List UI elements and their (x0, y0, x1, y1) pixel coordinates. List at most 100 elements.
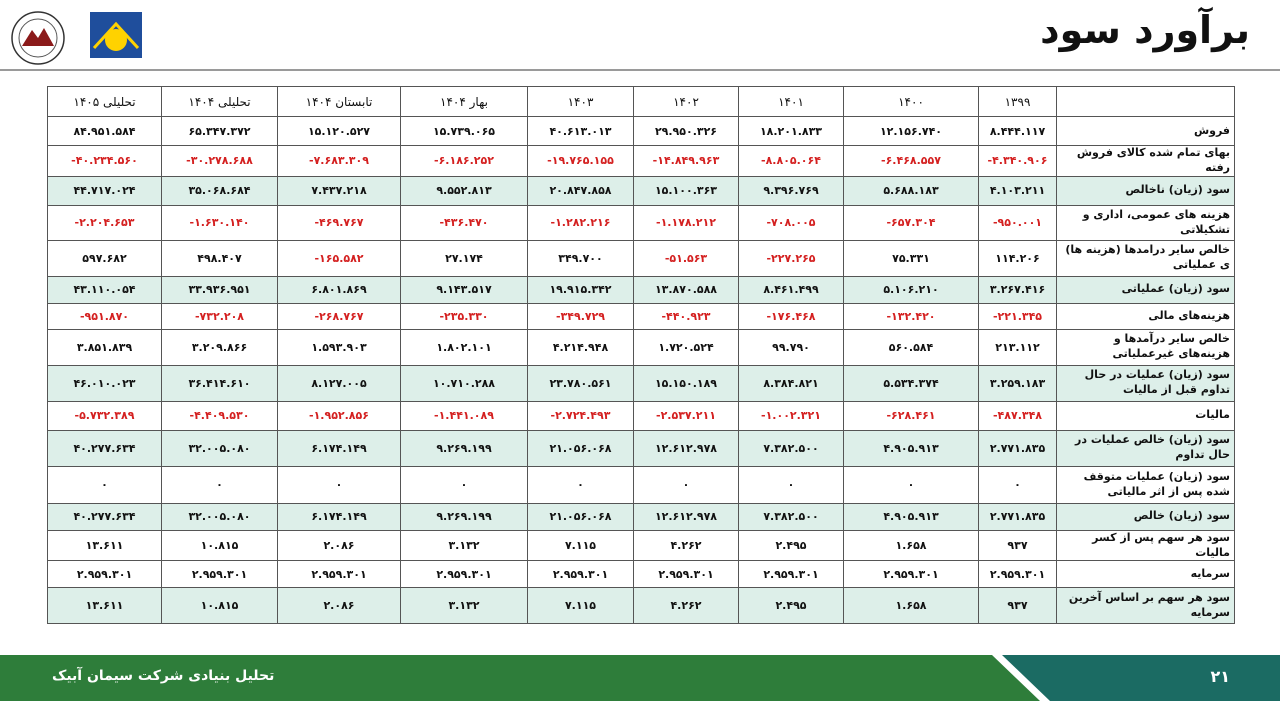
value-text: ۴.۲۶۲ (670, 539, 702, 553)
row-label: سرمایه (1056, 560, 1235, 589)
value-cell: ۸.۴۴۴.۱۱۷ (978, 116, 1057, 146)
value-cell: ۴.۲۶۲ (633, 529, 739, 562)
table-row: سود (زیان) ناخالص ۴.۱۰۳.۲۱۱ ۵.۶۸۸.۱۸۳ ۹.۳۹۶… (47, 175, 1235, 206)
row-label: سود (زیان) خالص عملیات در حال تداوم (1056, 429, 1235, 467)
column-header: ۱۴۰۳ (527, 86, 634, 117)
value-cell: ۱.۶۵۸ (843, 587, 979, 625)
value-cell: -۶.۴۶۸.۵۵۷ (843, 145, 979, 177)
value-text: ۴۰.۲۷۷.۶۳۴ (73, 510, 136, 524)
value-cell: ۲.۹۵۹.۳۰۱ (277, 560, 401, 589)
value-text: ۲.۹۵۹.۳۰۱ (311, 567, 367, 581)
row-label: سود (زیان) خالص (1056, 502, 1235, 531)
value-text: ۹۳۷ (1007, 599, 1028, 613)
value-cell: ۱۱۴.۲۰۶ (978, 239, 1057, 277)
value-cell: ۸.۳۸۴.۸۲۱ (738, 364, 844, 402)
value-cell: ۹۹.۷۹۰ (738, 328, 844, 366)
value-cell: ۹۳۷ (978, 587, 1057, 625)
value-text: ۱۰.۸۱۵ (200, 599, 239, 613)
value-text: -۱۴.۸۴۹.۹۶۳ (652, 154, 720, 168)
value-text: ۴۰.۶۱۳.۰۱۳ (549, 124, 612, 138)
value-cell: ۹۳۷ (978, 529, 1057, 562)
value-cell: -۱۹.۷۶۵.۱۵۵ (527, 145, 634, 177)
value-text: -۳۰.۲۷۸.۶۸۸ (186, 154, 253, 168)
value-text: ۲.۴۹۵ (775, 599, 807, 613)
value-text: ۰ (1014, 478, 1021, 492)
value-cell: ۰ (47, 465, 162, 504)
value-cell: ۸.۱۲۷.۰۰۵ (277, 364, 401, 402)
value-cell: -۵۱.۵۶۳ (633, 239, 739, 277)
value-cell: ۹.۱۴۳.۵۱۷ (400, 275, 528, 304)
row-label: سود (زیان) عملیات در حال تداوم قبل از ما… (1056, 364, 1235, 402)
value-cell: ۵.۶۸۸.۱۸۳ (843, 175, 979, 206)
value-cell: ۲.۷۷۱.۸۳۵ (978, 502, 1057, 531)
logo-sun (105, 29, 127, 51)
row-label: خالص سایر درآمدها و هزینه‌های غیرعملیاتی (1056, 328, 1235, 366)
value-text: -۶۲۸.۴۶۱ (886, 409, 936, 423)
value-text: ۴.۲۶۲ (670, 599, 702, 613)
value-cell: -۶۵۷.۳۰۴ (843, 204, 979, 241)
value-text: -۷.۶۸۳.۳۰۹ (309, 154, 369, 168)
value-cell: ۸.۴۶۱.۴۹۹ (738, 275, 844, 304)
value-text: ۱.۸۰۲.۱۰۱ (436, 340, 492, 354)
value-text: ۱۲.۶۱۲.۹۷۸ (654, 441, 718, 455)
table-row: سود (زیان) عملیات متوقف شده پس از اثر ما… (47, 465, 1235, 504)
table-row: هزینه‌های مالی -۲۲۱.۳۴۵ -۱۳۲.۴۲۰ -۱۷۶.۴۶۸ -۴… (47, 302, 1235, 330)
value-text: ۳.۱۳۲ (448, 539, 480, 553)
value-text: ۲۱۳.۱۱۲ (995, 340, 1040, 354)
value-text: ۰ (787, 478, 795, 492)
value-text: -۲.۵۳۷.۲۱۱ (656, 409, 716, 423)
value-cell: -۶.۱۸۶.۲۵۲ (400, 145, 528, 177)
header-row: ۱۳۹۹ ۱۴۰۰ ۱۴۰۱ ۱۴۰۲ ۱۴۰۳ بهار ۱۴۰۴ تابستان ۱۴۰… (47, 86, 1235, 117)
value-cell: ۲.۷۷۱.۸۳۵ (978, 429, 1057, 467)
value-cell: ۱.۵۹۳.۹۰۳ (277, 328, 401, 366)
value-text: ۴۴.۷۱۷.۰۲۴ (73, 184, 136, 198)
value-text: -۸.۸۰۵.۰۶۴ (761, 154, 821, 168)
column-header: ۱۴۰۰ (843, 86, 979, 117)
value-text: ۲.۹۵۹.۳۰۱ (989, 567, 1046, 581)
value-cell: ۰ (527, 465, 634, 504)
value-text: ۰ (577, 478, 584, 492)
page-number: ۲۱ (1210, 667, 1230, 686)
value-cell: ۱۵.۱۰۰.۳۶۳ (633, 175, 739, 206)
value-cell: ۳۵.۰۶۸.۶۸۴ (161, 175, 278, 206)
value-text: -۹۵۰.۰۰۱ (992, 216, 1043, 230)
value-text: ۷.۳۸۲.۵۰۰ (763, 441, 819, 455)
value-text: ۲۱.۰۵۶.۰۶۸ (549, 441, 612, 455)
value-cell: ۳۶.۴۱۴.۶۱۰ (161, 364, 278, 402)
value-cell: ۶.۱۷۴.۱۴۹ (277, 429, 401, 467)
value-text: ۳۵.۰۶۸.۶۸۴ (188, 184, 251, 198)
footer-teal (1002, 655, 1280, 701)
value-text: -۹۵۱.۸۷۰ (79, 309, 130, 323)
value-text: ۵۹۷.۶۸۲ (82, 251, 127, 265)
value-text: ۳.۸۵۱.۸۳۹ (76, 340, 133, 354)
value-text: ۶.۱۷۴.۱۴۹ (311, 441, 367, 455)
value-cell: ۴۴.۷۱۷.۰۲۴ (47, 175, 162, 206)
value-cell: ۴.۱۰۳.۲۱۱ (978, 175, 1057, 206)
value-cell: ۰ (978, 465, 1057, 504)
logo-mountain (22, 28, 54, 46)
value-text: ۸.۱۲۷.۰۰۵ (311, 376, 367, 390)
value-cell: ۲۷.۱۷۴ (400, 239, 528, 277)
value-cell: ۲۱.۰۵۶.۰۶۸ (527, 502, 634, 531)
row-label: سود هر سهم بر اساس آخرین سرمایه (1056, 587, 1235, 625)
value-cell: ۲.۰۸۶ (277, 529, 401, 562)
value-text: ۲.۹۵۹.۳۰۱ (883, 567, 939, 581)
logos (11, 11, 142, 65)
value-cell: -۴۴۰.۹۲۳ (633, 302, 739, 330)
value-cell: ۳.۲۰۹.۸۶۶ (161, 328, 278, 366)
value-cell: ۲.۹۵۹.۳۰۱ (527, 560, 634, 589)
value-text: ۱۲.۱۵۶.۷۴۰ (879, 124, 943, 138)
value-text: ۷.۳۸۲.۵۰۰ (763, 510, 819, 524)
value-cell: ۵.۵۳۴.۳۷۴ (843, 364, 979, 402)
value-text: ۵.۶۸۸.۱۸۳ (883, 184, 939, 198)
value-text: ۰ (460, 478, 468, 492)
value-cell: ۲.۹۵۹.۳۰۱ (161, 560, 278, 589)
value-cell: ۰ (161, 465, 278, 504)
value-cell: -۴۸۷.۳۴۸ (978, 400, 1057, 431)
footer-band (0, 655, 1280, 701)
value-text: -۱.۱۷۸.۲۱۲ (656, 216, 716, 230)
value-text: -۴.۳۴۰.۹۰۶ (987, 154, 1048, 168)
value-text: -۶۵۷.۳۰۴ (886, 216, 936, 230)
value-cell: -۲.۲۰۴.۶۵۳ (47, 204, 162, 241)
table-row: سود هر سهم بر اساس آخرین سرمایه ۹۳۷ ۱.۶۵۸ ۲… (47, 587, 1235, 625)
